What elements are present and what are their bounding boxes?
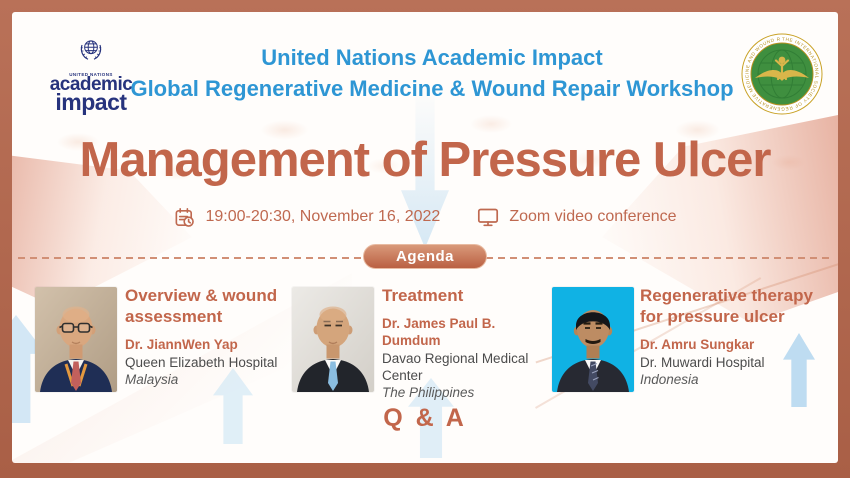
speaker-card: Regenerative therapy for pressure ulcer … bbox=[640, 285, 836, 388]
speaker-country: Malaysia bbox=[125, 372, 179, 387]
speaker-photo bbox=[552, 287, 634, 392]
event-platform: Zoom video conference bbox=[509, 208, 677, 225]
speaker-topic: Overview & wound assessment bbox=[125, 286, 278, 326]
speaker-country: Indonesia bbox=[640, 372, 699, 387]
unai-logo: UNITED NATIONS academic impact bbox=[42, 36, 140, 115]
speaker-card: Overview & wound assessment Dr. JiannWen… bbox=[125, 285, 297, 388]
event-title: Management of Pressure Ulcer bbox=[79, 133, 772, 187]
speaker-card: Treatment Dr. James Paul B. Dumdum Davao… bbox=[382, 285, 554, 401]
speaker-affiliation: Davao Regional Medical Center bbox=[382, 351, 529, 383]
agenda-pill: Agenda bbox=[362, 244, 488, 269]
platform-group: Zoom video conference bbox=[476, 205, 677, 229]
workshop-header: United Nations Academic Impact Global Re… bbox=[130, 42, 734, 104]
agenda-label: Agenda bbox=[395, 248, 455, 265]
speaker-name: Dr. Amru Sungkar bbox=[640, 337, 755, 352]
unai-impact-label: impact bbox=[55, 89, 127, 115]
monitor-icon bbox=[476, 205, 500, 229]
speaker-topic: Regenerative therapy for pressure ulcer bbox=[640, 286, 813, 326]
speaker-affiliation: Dr. Muwardi Hospital bbox=[640, 355, 765, 370]
speaker-name: Dr. James Paul B. Dumdum bbox=[382, 316, 496, 348]
society-seal-icon: THE INTERNATIONAL SOCIETY OF REGENERATIV… bbox=[739, 29, 823, 115]
unai-united-nations-label: UNITED NATIONS bbox=[69, 72, 113, 77]
speaker-affiliation: Queen Elizabeth Hospital bbox=[125, 355, 278, 370]
event-datetime: 19:00-20:30, November 16, 2022 bbox=[205, 208, 441, 225]
speaker-photo bbox=[35, 287, 117, 392]
poster-card: UNITED NATIONS academic impact United Na… bbox=[12, 12, 838, 463]
un-emblem-icon bbox=[76, 40, 106, 70]
speaker-name: Dr. JiannWen Yap bbox=[125, 337, 238, 352]
speaker-country: The Philippines bbox=[382, 385, 475, 400]
schedule-group: 19:00-20:30, November 16, 2022 bbox=[173, 206, 440, 229]
speaker-photo bbox=[292, 287, 374, 392]
header-line-1: United Nations Academic Impact bbox=[261, 45, 603, 70]
qa-label: Q & A bbox=[383, 404, 467, 432]
event-meta-row: 19:00-20:30, November 16, 2022 Zoom vide… bbox=[12, 205, 838, 229]
calendar-clock-icon bbox=[173, 206, 196, 229]
speaker-topic: Treatment bbox=[382, 286, 464, 305]
header-line-2: Global Regenerative Medicine & Wound Rep… bbox=[130, 76, 734, 101]
